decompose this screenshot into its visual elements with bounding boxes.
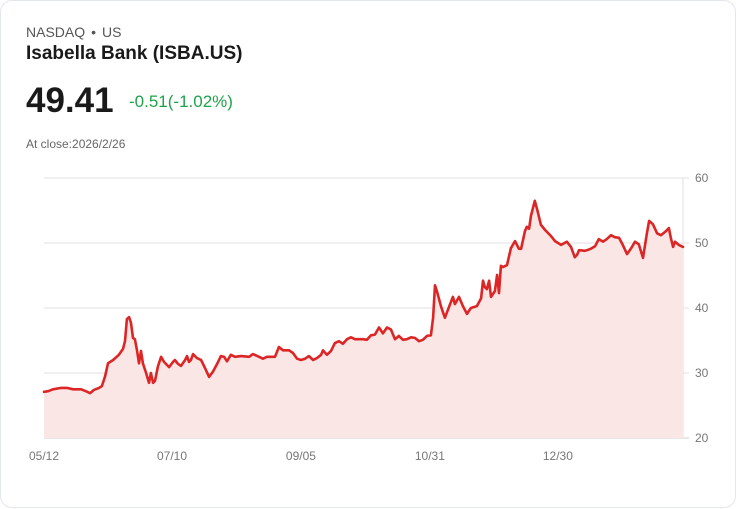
x-tick-label: 10/31 bbox=[415, 449, 445, 463]
y-tick-label: 20 bbox=[695, 431, 709, 445]
price-change: -0.51(-1.02%) bbox=[129, 92, 233, 111]
y-tick-label: 60 bbox=[695, 171, 709, 185]
price-area-fill bbox=[44, 200, 683, 438]
separator-dot: • bbox=[91, 24, 97, 40]
stock-title: Isabella Bank (ISBA.US) bbox=[26, 43, 243, 64]
close-timestamp: At close:2026/2/26 bbox=[26, 137, 126, 151]
y-tick-label: 50 bbox=[695, 236, 709, 250]
current-price: 49.41 bbox=[26, 81, 114, 120]
exchange-name: NASDAQ bbox=[26, 24, 86, 40]
x-tick-label: 07/10 bbox=[157, 449, 187, 463]
y-tick-label: 40 bbox=[695, 301, 709, 315]
x-tick-label: 09/05 bbox=[286, 449, 316, 463]
x-tick-label: 12/30 bbox=[543, 449, 573, 463]
y-tick-label: 30 bbox=[695, 366, 709, 380]
x-tick-label: 05/12 bbox=[29, 449, 59, 463]
region: US bbox=[102, 24, 122, 40]
exchange-line: NASDAQ • US bbox=[26, 24, 121, 40]
price-line bbox=[42, 199, 685, 395]
